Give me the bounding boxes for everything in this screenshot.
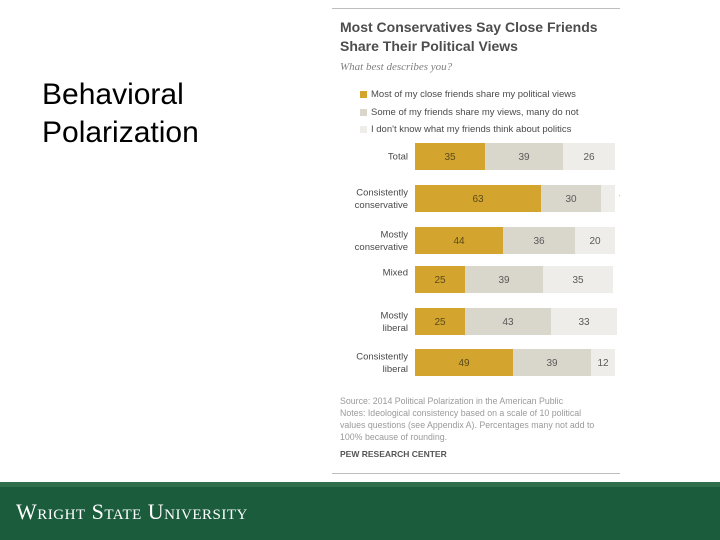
bar-segment <box>503 227 575 254</box>
university-footer-band: Wright State University <box>0 482 720 540</box>
category-label: Mostly conservative <box>355 230 409 254</box>
bar-segment <box>415 185 541 212</box>
chart-notes: Source: 2014 Political Polarization in t… <box>340 395 616 443</box>
bar-value-label: 30 <box>565 194 577 205</box>
bar-value-label: 20 <box>589 236 601 247</box>
bar-value-label: 7 <box>619 194 620 205</box>
slide-title-line-2: Polarization <box>42 116 199 149</box>
category-label: Mostly liberal <box>381 311 409 335</box>
bar-segment <box>415 349 513 376</box>
legend-label-2: Some of my friends share my views, many … <box>371 106 579 118</box>
category-label: Mixed <box>383 268 408 279</box>
bar-value-label: 39 <box>518 152 530 163</box>
bar-segment <box>601 185 615 212</box>
bar-value-label: 12 <box>597 358 609 369</box>
bar-value-label: 25 <box>434 275 446 286</box>
bar-value-label: 49 <box>458 358 470 369</box>
chart-title-line-1: Most Conservatives Say Close Friends <box>340 19 598 35</box>
bar-value-label: 33 <box>578 317 590 328</box>
bar-segment <box>485 143 563 170</box>
source-note: Source: 2014 Political Polarization in t… <box>340 396 563 406</box>
slide-title: Behavioral Polarization <box>42 76 199 152</box>
bar-value-label: 39 <box>498 275 510 286</box>
bar-segment <box>563 143 615 170</box>
notes-line-2: values questions (see Appendix A). Perce… <box>340 420 595 430</box>
bar-value-label: 35 <box>572 275 584 286</box>
bar-value-label: 63 <box>472 194 484 205</box>
chart-question: What best describes you? <box>340 61 453 73</box>
legend-label-3: I don't know what my friends think about… <box>371 124 572 135</box>
bar-segment <box>513 349 591 376</box>
bar-segment <box>551 308 617 335</box>
bar-segment <box>541 185 601 212</box>
bar-segment <box>415 143 485 170</box>
legend-item-2: Some of my friends share my views, many … <box>360 105 579 123</box>
footer-band-accent <box>0 482 720 487</box>
legend-swatch-2 <box>360 108 367 116</box>
bar-segment <box>465 308 551 335</box>
bar-value-label: 39 <box>546 358 558 369</box>
chart-title-line-2: Share Their Political Views <box>340 38 518 54</box>
bar-value-label: 26 <box>583 152 595 163</box>
pew-credit: PEW RESEARCH CENTER <box>340 449 447 459</box>
slide-title-line-1: Behavioral <box>42 78 184 111</box>
bar-value-label: 36 <box>533 236 545 247</box>
category-label: Consistently conservative <box>355 188 409 212</box>
legend-swatch-1 <box>360 91 367 98</box>
legend-label-1: Most of my close friends share my politi… <box>371 89 576 100</box>
bar-segment <box>591 349 615 376</box>
bar-value-label: 35 <box>444 152 456 163</box>
legend-item-1: Most of my close friends share my politi… <box>360 87 579 105</box>
bar-segment <box>415 266 465 293</box>
bar-segment <box>465 266 543 293</box>
chart-legend: Most of my close friends share my politi… <box>360 87 579 140</box>
bar-value-label: 25 <box>434 317 446 328</box>
category-label: Total <box>388 152 408 163</box>
university-logo: Wright State University <box>16 499 248 524</box>
bar-segment <box>415 227 503 254</box>
notes-line-1: Notes: Ideological consistency based on … <box>340 408 582 418</box>
chart-title: Most Conservatives Say Close Friends Sha… <box>340 18 616 56</box>
notes-line-3: 100% because of rounding. <box>340 432 448 442</box>
category-label: Consistently liberal <box>356 352 408 376</box>
legend-swatch-3 <box>360 126 367 133</box>
bar-segment <box>575 227 615 254</box>
legend-item-3: I don't know what my friends think about… <box>360 122 579 140</box>
bar-segment <box>415 308 465 335</box>
bar-value-label: 43 <box>502 317 514 328</box>
bar-segment <box>543 266 613 293</box>
bar-value-label: 44 <box>453 236 465 247</box>
